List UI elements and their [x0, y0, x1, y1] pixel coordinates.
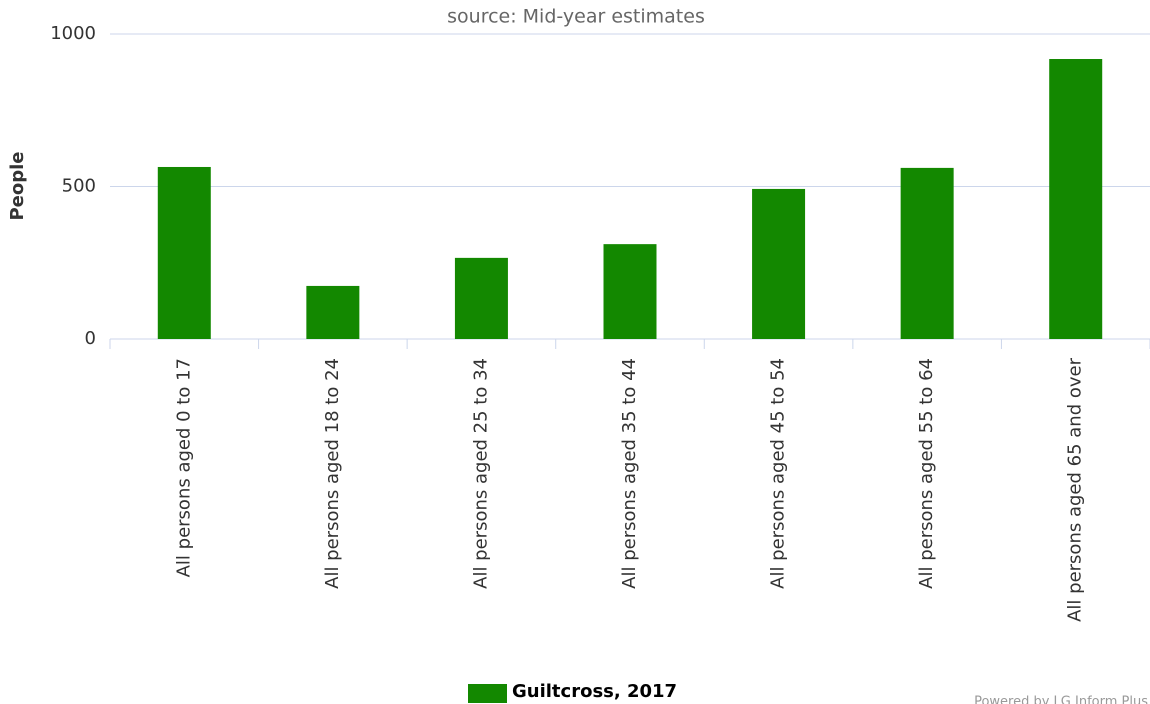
bar — [157, 166, 211, 339]
y-tick-label: 0 — [85, 328, 96, 349]
bar — [306, 285, 360, 339]
legend-label: Guiltcross, 2017 — [512, 681, 677, 702]
x-tick-label: All persons aged 45 to 54 — [768, 358, 789, 589]
legend-swatch — [468, 684, 507, 703]
y-axis-label: People — [7, 151, 28, 220]
bar — [603, 244, 657, 339]
chart-subtitle: source: Mid-year estimates — [447, 6, 705, 28]
x-tick-label: All persons aged 18 to 24 — [322, 358, 343, 589]
bar — [752, 188, 806, 339]
x-tick-label: All persons aged 25 to 34 — [470, 358, 491, 589]
credit: Powered by LG Inform Plus — [974, 695, 1148, 704]
y-tick-label: 500 — [62, 176, 96, 197]
x-tick-label: All persons aged 55 to 64 — [916, 358, 937, 589]
y-tick-label: 1000 — [50, 23, 96, 44]
bar — [454, 257, 508, 339]
x-tick-label: All persons aged 65 and over — [1065, 357, 1086, 621]
bar — [1049, 59, 1103, 339]
bar — [900, 167, 954, 339]
x-tick-label: All persons aged 0 to 17 — [173, 358, 194, 577]
x-tick-label: All persons aged 35 to 44 — [619, 358, 640, 589]
